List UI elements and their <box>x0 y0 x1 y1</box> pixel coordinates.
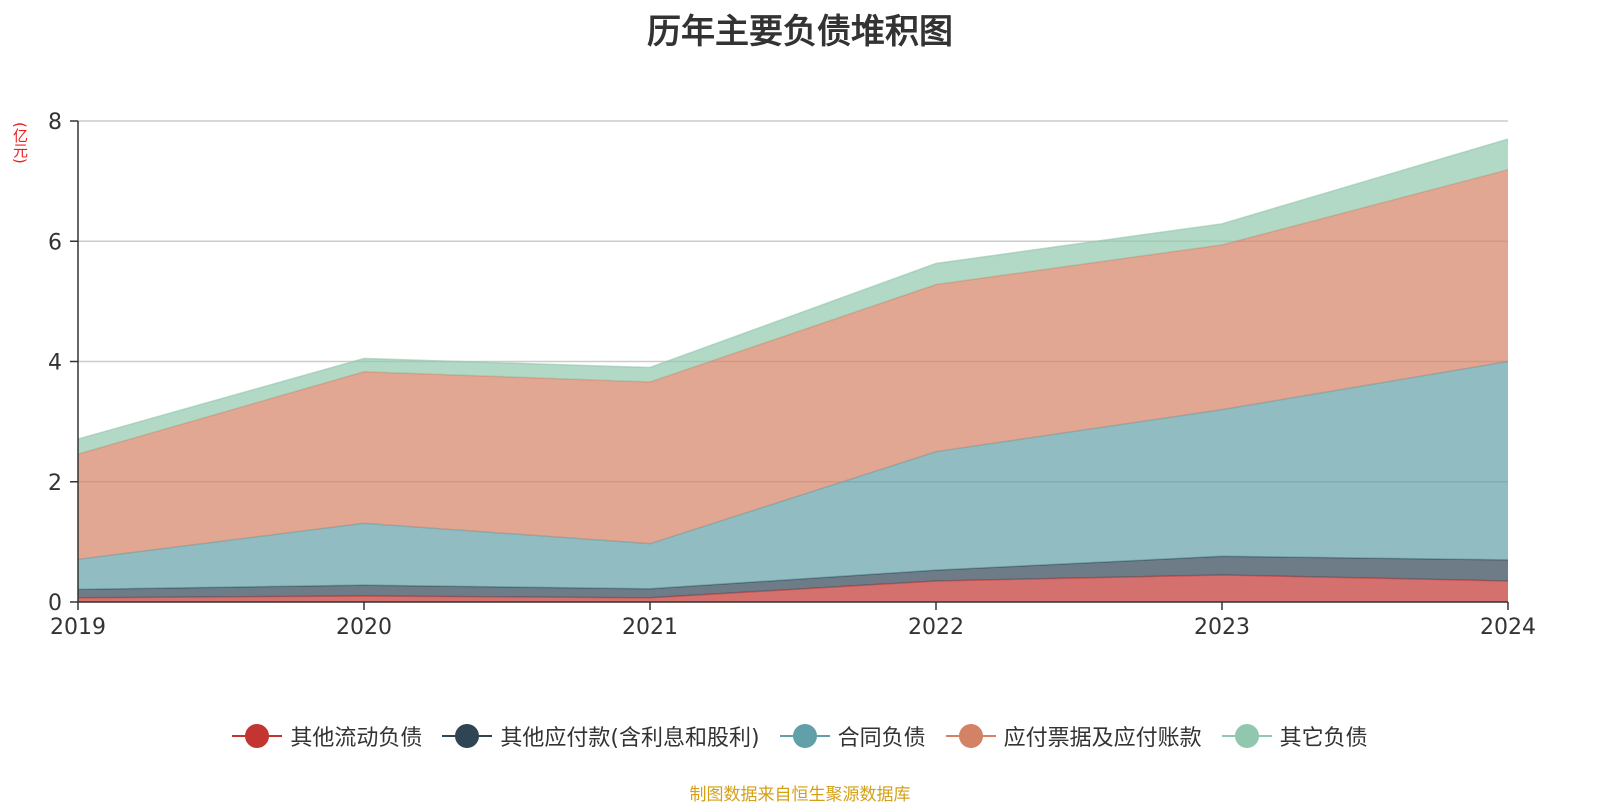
x-tick-label: 2020 <box>336 615 392 640</box>
legend-marker-icon <box>442 724 493 748</box>
legend-marker-icon <box>1221 724 1272 748</box>
area-series-3 <box>78 361 1508 590</box>
legend-marker-icon <box>232 724 283 748</box>
legend-item[interactable]: 其他应付款(含利息和股利) <box>442 720 760 752</box>
area-series-4 <box>78 169 1508 560</box>
data-source-note: 制图数据来自恒生聚源数据库 <box>689 785 911 805</box>
y-tick-label: 0 <box>48 591 62 616</box>
legend-label: 合同负债 <box>837 726 926 751</box>
area-series-2 <box>78 556 1508 598</box>
y-tick-label: 4 <box>48 351 62 376</box>
y-axis-unit-label: (亿元) <box>11 122 29 164</box>
tick-labels: 0 2 4 6 8 2019 2020 2021 2022 2023 2024 <box>48 110 1536 640</box>
y-tick-label: 8 <box>48 110 62 135</box>
legend-label: 其它负债 <box>1279 726 1368 751</box>
area-layers <box>77 138 1509 602</box>
legend-label: 其他应付款(含利息和股利) <box>500 726 760 751</box>
axes <box>70 120 1509 610</box>
y-tick-label: 2 <box>48 471 62 496</box>
stacked-area-chart: 0 2 4 6 8 2019 2020 2021 2022 2023 2024 <box>48 110 1536 640</box>
area-series-1 <box>78 574 1508 602</box>
legend-item[interactable]: 其他流动负债 <box>232 720 422 752</box>
x-tick-label: 2019 <box>50 615 106 640</box>
x-tick-label: 2022 <box>908 615 964 640</box>
series-line-5 <box>77 138 1509 440</box>
x-tick-label: 2023 <box>1194 615 1250 640</box>
legend: 其他流动负债 其他应付款(含利息和股利) 合同负债 应付票据及应付账款 其它负债 <box>0 720 1600 752</box>
legend-label: 其他流动负债 <box>290 726 423 751</box>
legend-label: 应付票据及应付账款 <box>1003 726 1202 751</box>
legend-marker-icon <box>945 724 996 748</box>
y-tick-label: 6 <box>48 230 62 255</box>
legend-item[interactable]: 合同负债 <box>779 720 926 752</box>
legend-item[interactable]: 其它负债 <box>1221 720 1368 752</box>
x-tick-label: 2021 <box>622 615 678 640</box>
x-tick-label: 2024 <box>1480 615 1536 640</box>
chart-title: 历年主要负债堆积图 <box>647 12 953 52</box>
legend-marker-icon <box>779 724 830 748</box>
legend-item[interactable]: 应付票据及应付账款 <box>945 720 1202 752</box>
